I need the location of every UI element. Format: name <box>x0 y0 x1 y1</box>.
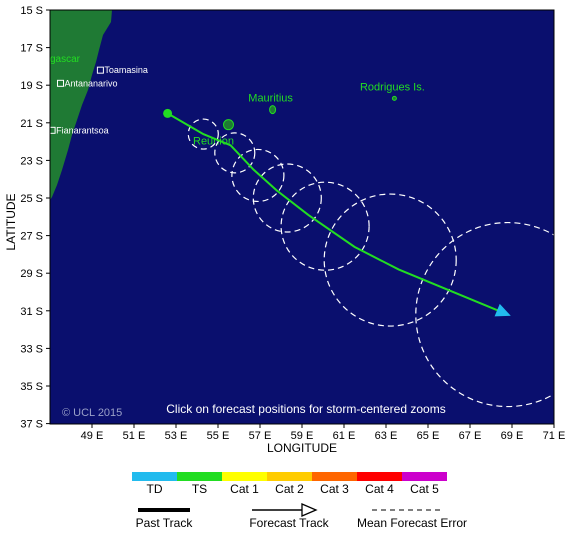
lat-tick-label: 29 S <box>20 268 43 280</box>
lat-tick-label: 27 S <box>20 231 43 243</box>
y-axis-title: LATITUDE <box>4 193 18 250</box>
lon-tick-label: 49 E <box>81 430 104 442</box>
town-label: Antananarivo <box>65 78 118 88</box>
lon-tick-label: 53 E <box>165 430 188 442</box>
madagascar-land <box>50 10 112 200</box>
island-label: Rodrigues Is. <box>360 81 425 93</box>
zoom-instruction: Click on forecast positions for storm-ce… <box>166 402 445 416</box>
plot-area: gascar Toamasina Antananarivo Fianarantsoa… <box>49 9 580 425</box>
forecast-track-line[interactable] <box>167 112 509 316</box>
legend-past-track: Past Track <box>136 516 194 530</box>
lat-tick-label: 19 S <box>20 80 43 92</box>
lat-tick-label: 15 S <box>20 5 43 17</box>
lon-tick-label: 61 E <box>333 430 356 442</box>
x-axis-title: LONGITUDE <box>267 441 337 455</box>
lat-tick-label: 33 S <box>20 343 43 355</box>
island-label: Mauritius <box>248 93 293 105</box>
lon-tick-label: 55 E <box>207 430 230 442</box>
lat-tick-label: 17 S <box>20 43 43 55</box>
forecast-error-circle[interactable] <box>323 193 457 327</box>
forecast-track-arrow-icon <box>301 503 318 517</box>
island-shape <box>269 105 277 115</box>
town-marker <box>96 66 104 74</box>
legend-category-label: Cat 4 <box>365 482 394 496</box>
town-marker <box>57 79 64 87</box>
legend-category-swatch <box>177 472 222 481</box>
lat-tick-label: 37 S <box>20 419 43 431</box>
lon-tick-label: 67 E <box>459 430 482 442</box>
forecast-error-circle[interactable] <box>187 118 219 150</box>
legend-category-swatch <box>402 472 447 481</box>
legend-category-label: Cat 2 <box>275 482 304 496</box>
legend-category-label: TD <box>147 482 163 496</box>
forecast-error-circle[interactable] <box>214 132 256 174</box>
reunion-island-shape <box>223 119 234 131</box>
lon-tick-label: 59 E <box>291 430 314 442</box>
lon-tick-label: 57 E <box>249 430 272 442</box>
legend-category-label: Cat 5 <box>410 482 439 496</box>
legend-category-swatch <box>267 472 312 481</box>
legend-category-swatch <box>222 472 267 481</box>
legend-category-label: Cat 3 <box>320 482 349 496</box>
lat-tick-label: 21 S <box>20 118 43 130</box>
island-label: Reunion <box>193 136 234 148</box>
lat-tick-label: 23 S <box>20 155 43 167</box>
forecast-error-circle[interactable] <box>252 163 322 233</box>
copyright-text: © UCL 2015 <box>62 407 122 419</box>
ocean <box>50 10 554 424</box>
lon-tick-label: 65 E <box>417 430 440 442</box>
legend-category-swatch <box>357 472 402 481</box>
legend-category-label: TS <box>192 482 207 496</box>
legend-category-swatch <box>132 472 177 481</box>
legend-category-label: Cat 1 <box>230 482 259 496</box>
lon-tick-label: 69 E <box>501 430 524 442</box>
town-label: Toamasina <box>104 65 148 75</box>
legend: TD TS Cat 1 Cat 2 Cat 3 Cat 4 Cat 5 Past Track… <box>132 472 467 530</box>
forecast-error-circle[interactable] <box>231 148 285 203</box>
legend-mean-error: Mean Forecast Error <box>357 516 467 530</box>
lon-tick-label: 63 E <box>375 430 398 442</box>
lon-tick-label: 71 E <box>543 430 566 442</box>
island-shape <box>391 95 397 101</box>
lat-tick-label: 35 S <box>20 381 43 393</box>
town-label: Fianarantsoa <box>56 125 109 135</box>
country-label: gascar <box>50 54 81 65</box>
axes: 15 S 17 S 19 S 21 S 23 S 25 S 27 S 29 S 31 S 33 S… <box>20 5 566 442</box>
track-arrowhead-icon <box>494 303 511 317</box>
lon-tick-label: 51 E <box>123 430 146 442</box>
lat-tick-label: 31 S <box>20 306 43 318</box>
legend-forecast-track: Forecast Track <box>249 516 329 530</box>
legend-category-swatch <box>312 472 357 481</box>
storm-current-position[interactable] <box>163 108 173 118</box>
forecast-error-circle[interactable] <box>415 221 580 408</box>
town-marker <box>50 126 56 134</box>
lat-tick-label: 25 S <box>20 193 43 205</box>
